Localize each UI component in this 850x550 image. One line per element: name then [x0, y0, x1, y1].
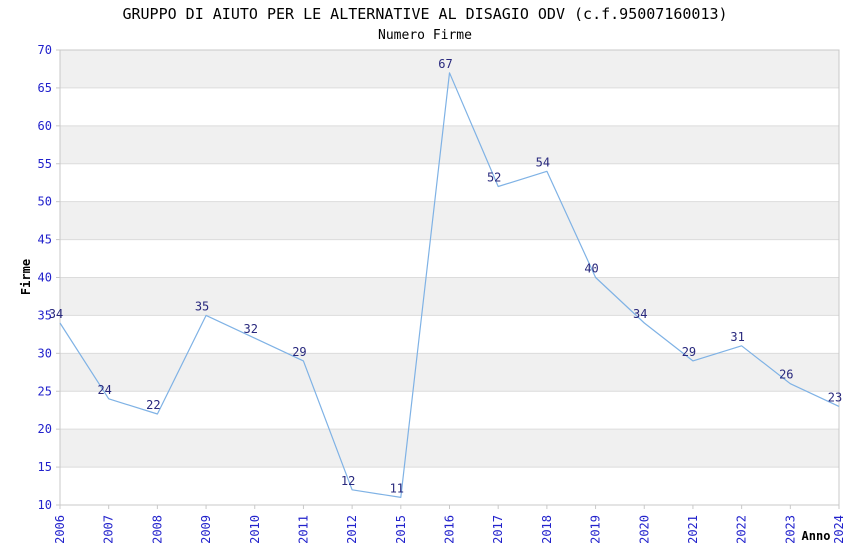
- y-tick-label: 45: [38, 233, 52, 247]
- x-axis-label: Anno: [801, 529, 831, 543]
- y-tick-label: 20: [38, 422, 52, 436]
- point-label: 29: [682, 345, 696, 359]
- point-label: 12: [341, 474, 355, 488]
- grid-band: [60, 429, 839, 468]
- y-tick-label: 50: [38, 195, 52, 209]
- series-line: [59, 72, 840, 498]
- point-label: 40: [584, 262, 598, 276]
- y-tick-label: 10: [38, 498, 52, 512]
- point-label: 67: [438, 57, 452, 71]
- x-tick-label: 2020: [637, 515, 651, 544]
- x-tick-label: 2012: [345, 515, 359, 544]
- point-label: 34: [49, 307, 63, 321]
- chart-title: GRUPPO DI AIUTO PER LE ALTERNATIVE AL DI…: [122, 5, 728, 23]
- grid-bands: [60, 50, 839, 468]
- x-tick-label: 2009: [199, 515, 213, 544]
- x-tick-label: 2010: [248, 515, 262, 544]
- y-axis-ticks: 10 15 20 25 30 35 40 45 50 55 60 65 70: [38, 43, 60, 512]
- y-tick-label: 35: [38, 308, 52, 322]
- grid-band: [60, 353, 839, 392]
- x-tick-label: 2016: [443, 515, 457, 544]
- point-label: 24: [97, 383, 111, 397]
- y-tick-label: 70: [38, 43, 52, 57]
- y-tick-label: 55: [38, 157, 52, 171]
- x-tick-label: 2018: [540, 515, 554, 544]
- y-tick-label: 15: [38, 460, 52, 474]
- x-tick-label: 2024: [832, 515, 846, 544]
- y-tick-label: 65: [38, 81, 52, 95]
- x-tick-label: 2017: [491, 515, 505, 544]
- y-tick-label: 60: [38, 119, 52, 133]
- x-tick-label: 2011: [296, 515, 310, 544]
- grid-band: [60, 125, 839, 164]
- x-tick-label: 2015: [394, 515, 408, 544]
- point-label: 23: [828, 390, 842, 404]
- x-axis-ticks: 2006 2007 2008 2009 2010 2011 2012 2015 2016 2017…: [53, 505, 846, 544]
- y-tick-label: 30: [38, 346, 52, 360]
- point-label: 29: [292, 345, 306, 359]
- y-tick-label: 40: [38, 271, 52, 285]
- grid-band: [60, 50, 839, 88]
- gridlines: [60, 87, 839, 468]
- point-label: 35: [195, 299, 209, 313]
- point-label: 11: [390, 481, 404, 495]
- x-tick-label: 2023: [783, 515, 797, 544]
- point-label: 22: [146, 398, 160, 412]
- x-tick-label: 2022: [735, 515, 749, 544]
- y-tick-label: 25: [38, 384, 52, 398]
- grid-band: [60, 277, 839, 316]
- point-label: 54: [536, 155, 550, 169]
- point-label: 34: [633, 307, 647, 321]
- point-label: 31: [730, 330, 744, 344]
- point-labels: 34 24 22 35 32 29 12 11 67 52 54 40 34 29 31 26 23: [49, 57, 842, 496]
- x-tick-label: 2021: [686, 515, 700, 544]
- x-tick-label: 2019: [589, 515, 603, 544]
- point-label: 32: [244, 322, 258, 336]
- chart-subtitle: Numero Firme: [378, 28, 472, 43]
- point-label: 26: [779, 368, 793, 382]
- x-tick-label: 2008: [150, 515, 164, 544]
- x-tick-label: 2006: [53, 515, 67, 544]
- grid-band: [60, 201, 839, 240]
- point-label: 52: [487, 171, 501, 185]
- x-tick-label: 2007: [102, 515, 116, 544]
